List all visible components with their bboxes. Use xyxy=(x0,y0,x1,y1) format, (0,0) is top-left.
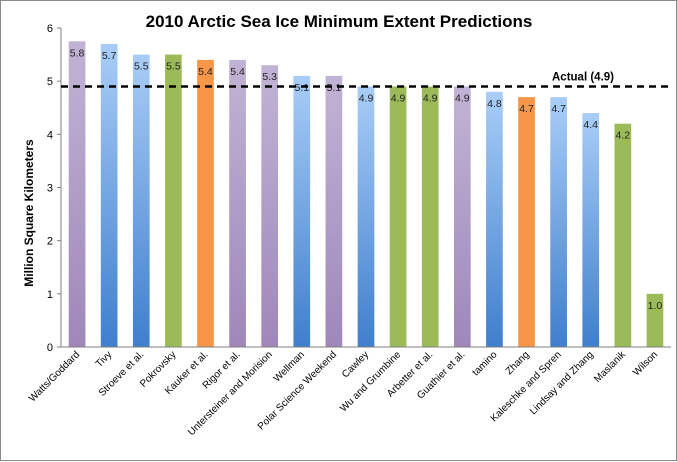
bar-7 xyxy=(261,65,279,347)
bar-10 xyxy=(357,86,375,347)
bar-1 xyxy=(68,41,86,348)
value-label: 5.5 xyxy=(166,61,181,73)
bar-3 xyxy=(132,54,150,347)
y-tick-label: 1 xyxy=(47,289,53,301)
bar-2 xyxy=(100,43,118,347)
bar-11 xyxy=(389,86,407,347)
chart-title: 2010 Arctic Sea Ice Minimum Extent Predi… xyxy=(146,12,533,31)
actual-reference-label: Actual (4.9) xyxy=(552,71,614,83)
bar-14 xyxy=(486,91,503,347)
y-axis-ticks: 0 1 2 3 4 5 6 xyxy=(47,23,61,354)
category-label: Wu and Grumbine xyxy=(338,349,403,414)
value-label: 4.9 xyxy=(423,92,438,104)
value-label: 4.7 xyxy=(519,103,534,115)
value-label: 4.9 xyxy=(455,92,470,104)
value-label: 4.4 xyxy=(583,119,598,131)
bar-13 xyxy=(453,86,471,347)
value-label: 4.7 xyxy=(551,103,566,115)
category-label: Watts/Goddard xyxy=(27,349,82,404)
bar-6 xyxy=(229,59,246,348)
y-tick-label: 3 xyxy=(47,183,53,195)
value-label: 5.4 xyxy=(198,66,213,78)
value-labels: 5.8 5.7 5.5 5.5 5.4 5.4 5.3 5.1 5.1 4.9 4.9 4.9 4.9 4… xyxy=(70,47,663,312)
y-tick-label: 4 xyxy=(47,129,53,141)
value-label: 5.1 xyxy=(327,82,342,94)
category-label: Wilson xyxy=(631,349,660,378)
category-label: Maslanik xyxy=(592,349,628,385)
bar-15 xyxy=(518,97,535,347)
category-label: Lindsay and Zhang xyxy=(528,349,596,417)
bar-16 xyxy=(550,97,567,347)
category-label: Zhang xyxy=(504,349,532,377)
value-label: 4.8 xyxy=(487,98,502,110)
value-label: 5.4 xyxy=(230,66,245,78)
value-label: 5.3 xyxy=(262,71,277,83)
category-label: tamino xyxy=(471,349,500,378)
bar-8 xyxy=(293,75,311,347)
bar-4 xyxy=(165,54,182,347)
bar-19 xyxy=(646,293,664,347)
value-label: 4.2 xyxy=(616,130,631,142)
bar-12 xyxy=(421,86,439,347)
y-axis-title: Million Square Kilometers xyxy=(22,139,36,287)
value-label: 5.8 xyxy=(70,47,85,59)
y-tick-label: 5 xyxy=(47,76,53,88)
value-label: 5.1 xyxy=(294,82,309,94)
value-label: 4.9 xyxy=(391,92,406,104)
value-label: 4.9 xyxy=(359,92,374,104)
value-label: 5.7 xyxy=(102,50,117,62)
bars xyxy=(68,41,664,348)
y-tick-label: 0 xyxy=(47,342,53,354)
value-label: 1.0 xyxy=(648,300,663,312)
bar-17 xyxy=(582,113,600,347)
category-label: Tivy xyxy=(94,349,114,369)
y-tick-label: 2 xyxy=(47,236,53,248)
y-tick-label: 6 xyxy=(47,23,53,35)
value-label: 5.5 xyxy=(134,61,149,73)
category-label: Cawley xyxy=(340,349,371,380)
bar-18 xyxy=(614,123,632,347)
bar-9 xyxy=(325,75,343,347)
bar-5 xyxy=(197,59,214,348)
